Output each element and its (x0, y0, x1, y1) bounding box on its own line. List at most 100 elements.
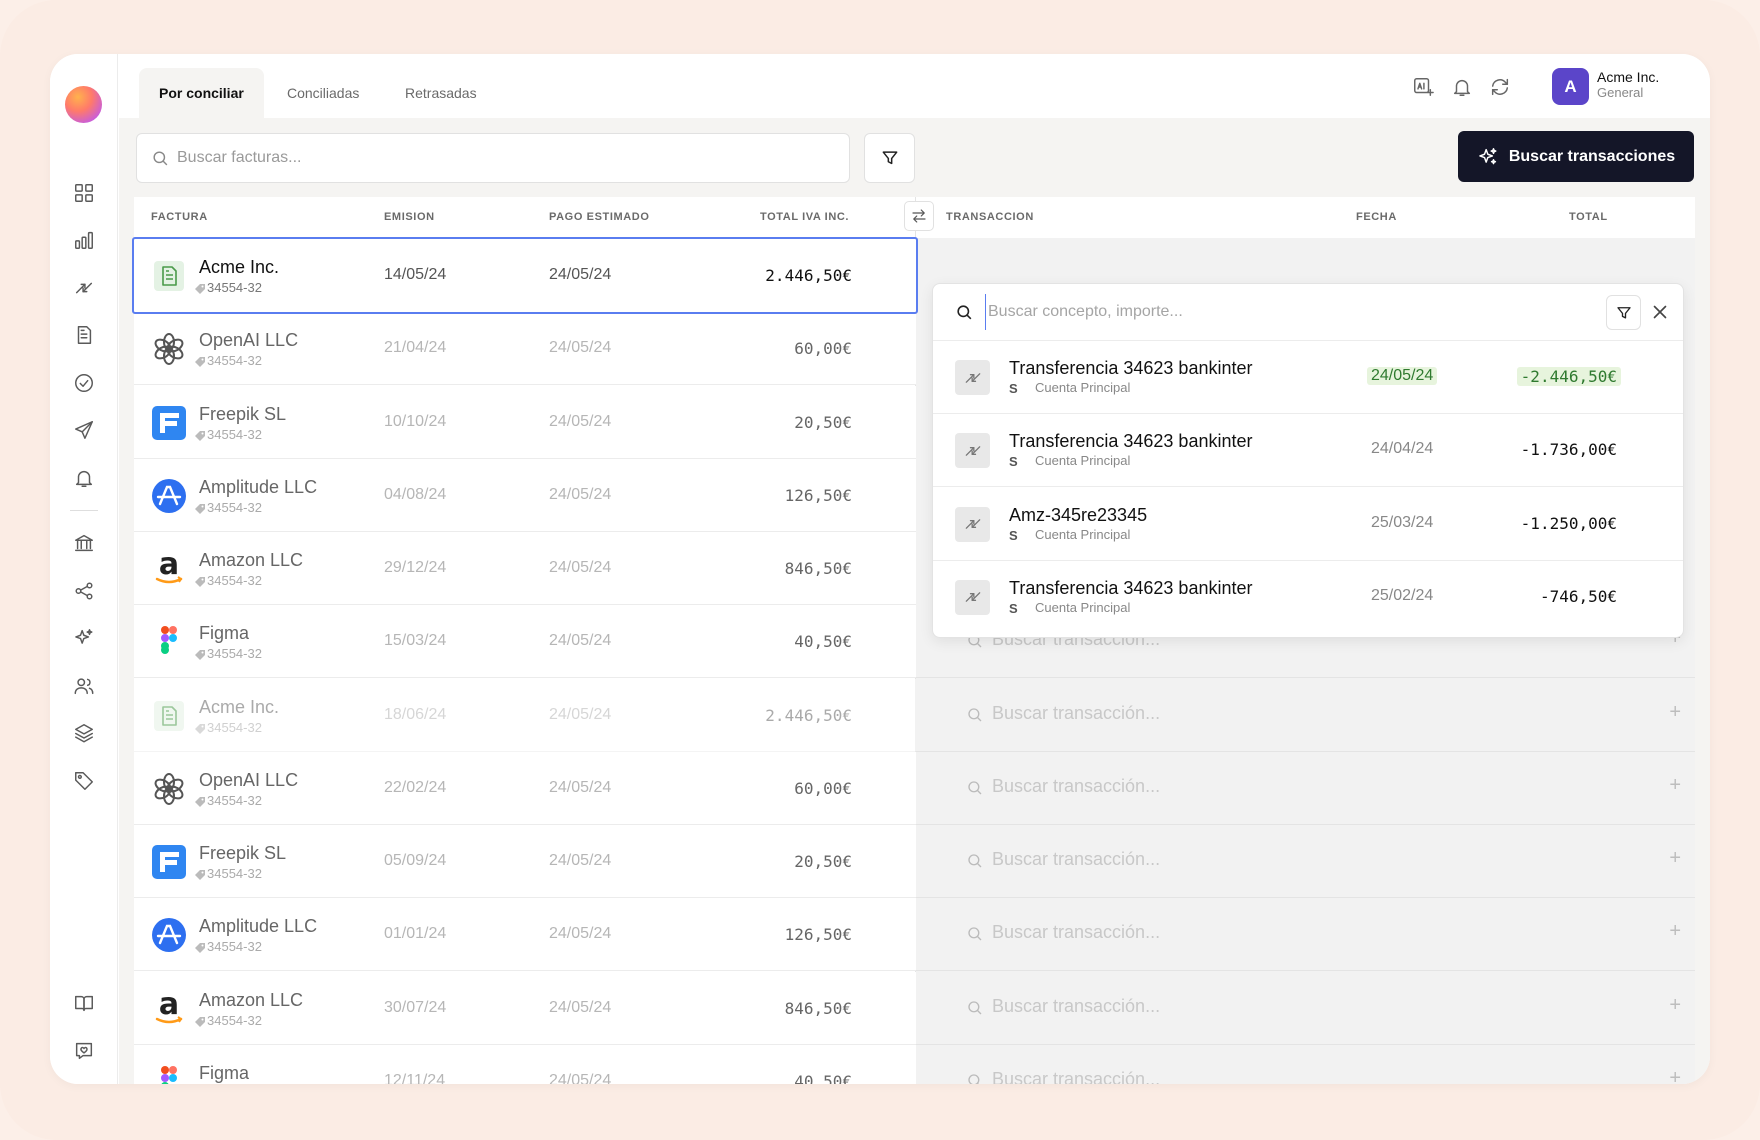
transaction-slot[interactable]: Buscar transacción... + (916, 679, 1695, 752)
invoice-ref: 34554-32 (207, 792, 262, 808)
col-factura[interactable]: FACTURA (151, 211, 208, 223)
invoice-row-selected[interactable]: Acme Inc. 34554-32 14/05/24 24/05/24 2.446,5… (132, 237, 918, 314)
account-avatar[interactable]: A (1552, 68, 1589, 105)
ai-document-icon[interactable] (1410, 74, 1436, 100)
tag-icon[interactable] (70, 767, 98, 795)
tag-icon (194, 575, 206, 587)
invoice-pago: 24/05/24 (549, 778, 612, 796)
transaction-search-placeholder[interactable]: Buscar transacción... (992, 922, 1161, 943)
invoice-ref: 34554-32 (207, 866, 262, 881)
transaction-search-placeholder[interactable]: Buscar transacción... (992, 1068, 1161, 1084)
panel-filter-button[interactable] (1606, 295, 1641, 330)
bank-logo: S (1009, 381, 1018, 396)
concept-search-input[interactable] (985, 294, 1545, 330)
transaction-search-placeholder[interactable]: Buscar transacción... (992, 995, 1161, 1016)
transaction-result[interactable]: Transferencia 34623 bankinter S Cuenta Pri… (933, 414, 1683, 488)
share-icon[interactable] (70, 577, 98, 605)
add-icon[interactable]: + (1669, 847, 1681, 869)
refresh-icon[interactable] (1487, 74, 1513, 100)
invoice-vendor: OpenAI LLC (199, 769, 299, 790)
swap-button[interactable] (904, 201, 934, 231)
app-logo[interactable] (65, 86, 102, 123)
search-icon (968, 781, 982, 795)
invoice-total: 846,50€ (784, 559, 852, 578)
invoice-pago: 24/05/24 (549, 852, 612, 869)
layers-icon[interactable] (70, 719, 98, 747)
support-chat-icon[interactable] (70, 1037, 98, 1065)
invoice-row[interactable]: OpenAI LLC 34554-32 22/02/24 24/05/24 60,00€ (134, 751, 916, 825)
invoice-total: 40,50€ (794, 1071, 852, 1084)
add-icon[interactable]: + (1669, 627, 1681, 650)
users-icon[interactable] (70, 672, 98, 700)
send-icon[interactable] (70, 416, 98, 444)
transfer-icon (955, 360, 990, 395)
invoice-emision: 14/05/24 (384, 266, 447, 283)
app-window: Por conciliar Conciliadas Retrasadas A A… (50, 54, 1710, 1084)
invoice-row[interactable]: a Amazon LLC 34554-32 30/07/24 24/05/24 846,5… (134, 971, 916, 1045)
transaction-result[interactable]: Transferencia 34623 bankinter S Cuenta Pri… (933, 341, 1683, 414)
invoice-pago: 24/05/24 (549, 632, 612, 650)
tab-por-conciliar[interactable]: Por conciliar (139, 68, 264, 118)
add-icon[interactable]: + (1669, 1066, 1681, 1084)
invoice-icon[interactable] (70, 321, 98, 349)
tab-conciliadas[interactable]: Conciliadas (287, 85, 360, 101)
transaction-slot[interactable]: Buscar transacción... + (916, 825, 1695, 898)
document-icon (151, 698, 187, 734)
col-total[interactable]: TOTAL IVA INC. (760, 211, 850, 223)
invoice-row[interactable]: Amplitude LLC 34554-32 01/01/24 24/05/24 126… (134, 898, 916, 972)
bell-icon[interactable] (70, 464, 98, 492)
tag-icon (194, 795, 206, 807)
account-name[interactable]: Acme Inc. (1597, 69, 1660, 85)
sparkles-icon[interactable] (70, 624, 98, 652)
search-icon (968, 927, 982, 941)
bank-icon[interactable] (70, 529, 98, 557)
transaction-slot[interactable]: Buscar transacción... + (916, 972, 1695, 1045)
invoice-row[interactable]: Amplitude LLC 34554-32 04/08/24 24/05/24 126… (134, 458, 916, 532)
transaction-result[interactable]: Amz-345re23345 S Cuenta Principal 25/03/24 -… (933, 488, 1683, 561)
transaction-date: 24/05/24 (1367, 367, 1438, 385)
col-fecha[interactable]: FECHA (1356, 211, 1397, 223)
col-tx-total[interactable]: TOTAL (1569, 211, 1608, 223)
col-emision[interactable]: EMISION (384, 211, 435, 223)
book-icon[interactable] (70, 989, 98, 1017)
filter-button[interactable] (864, 133, 915, 183)
invoice-row[interactable]: Figma 34554-32 15/03/24 24/05/24 40,50€ (134, 605, 916, 679)
invoice-pago: 24/05/24 (549, 559, 612, 576)
transaction-slot[interactable]: Buscar transacción... + (916, 1045, 1695, 1084)
add-icon[interactable]: + (1669, 773, 1681, 796)
add-icon[interactable]: + (1669, 920, 1681, 943)
dashboard-icon[interactable] (70, 179, 98, 207)
col-pago-estimado[interactable]: PAGO ESTIMADO (549, 211, 650, 223)
transactions-icon[interactable] (70, 274, 98, 302)
transaction-search-placeholder[interactable]: Buscar transacción... (992, 849, 1161, 869)
invoice-emision: 10/10/24 (384, 412, 447, 430)
invoice-row[interactable]: OpenAI LLC 34554-32 21/04/24 24/05/24 60,00€ (134, 312, 916, 386)
check-circle-icon[interactable] (70, 369, 98, 397)
invoice-search-input[interactable] (177, 134, 817, 182)
add-icon[interactable]: + (1669, 700, 1681, 723)
invoice-row[interactable]: Freepik SL 34554-32 10/10/24 24/05/24 20,50€ (134, 385, 916, 459)
transfer-icon (955, 433, 990, 469)
transaction-result[interactable]: Transferencia 34623 bankinter S Cuenta Pri… (933, 561, 1683, 634)
invoice-emision: 22/02/24 (384, 778, 447, 796)
invoice-emision: 12/11/24 (384, 1071, 446, 1084)
transaction-search-placeholder[interactable]: Buscar transacción... (992, 775, 1161, 796)
add-icon[interactable]: + (1669, 993, 1681, 1016)
invoice-vendor: Figma (199, 1062, 250, 1083)
invoice-row[interactable]: a Amazon LLC 34554-32 29/12/24 24/05/24 846,5… (134, 532, 916, 605)
invoice-row[interactable]: Freepik SL 34554-32 05/09/24 24/05/24 20,50€ (134, 825, 916, 898)
transaction-slot[interactable]: Buscar transacción... + (916, 752, 1695, 825)
transaction-concept: Transferencia 34623 bankinter (1009, 431, 1253, 452)
invoice-vendor: Amazon LLC (199, 989, 304, 1010)
close-icon[interactable] (1649, 301, 1671, 323)
bar-chart-icon[interactable] (70, 226, 98, 254)
col-transaccion[interactable]: TRANSACCION (946, 211, 1034, 223)
invoice-ref: 34554-32 (207, 1012, 262, 1028)
search-transactions-button[interactable]: Buscar transacciones (1458, 131, 1694, 182)
notifications-icon[interactable] (1449, 74, 1475, 100)
transaction-search-placeholder[interactable]: Buscar transacción... (992, 702, 1161, 723)
invoice-row[interactable]: Acme Inc. 34554-32 18/06/24 24/05/24 2.446,5… (134, 678, 916, 752)
tab-retrasadas[interactable]: Retrasadas (405, 85, 477, 101)
transaction-slot[interactable]: Buscar transacción... + (916, 898, 1695, 972)
